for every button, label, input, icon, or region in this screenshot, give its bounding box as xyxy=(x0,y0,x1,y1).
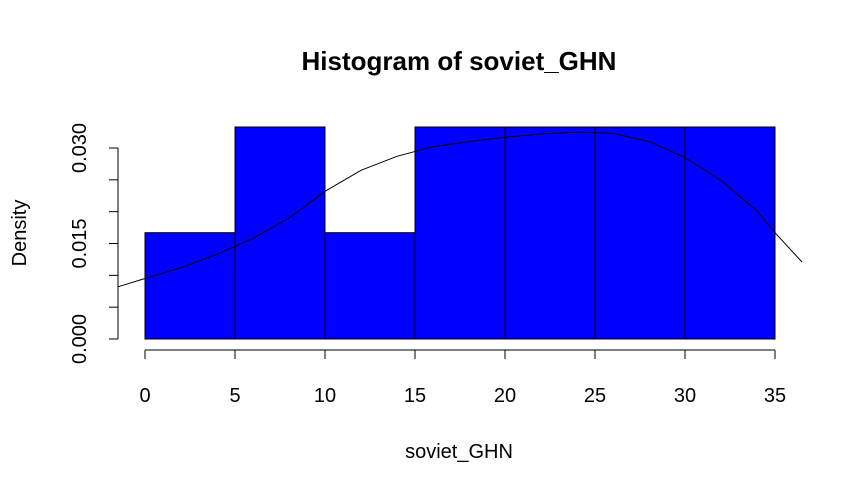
x-tick-label: 20 xyxy=(494,385,516,407)
histogram-bar xyxy=(234,126,326,340)
x-axis: 0 5 10 15 20 25 30 35 xyxy=(139,349,786,407)
y-axis: 0.000 0.015 0.030 xyxy=(69,123,119,364)
y-axis-label: Density xyxy=(9,200,31,267)
x-tick-label: 35 xyxy=(764,385,786,407)
x-tick-label: 15 xyxy=(404,385,426,407)
histogram-bar xyxy=(594,126,686,340)
x-tick-label: 10 xyxy=(314,385,336,407)
histogram-bars xyxy=(144,126,776,340)
chart-title: Histogram of soviet_GHN xyxy=(302,46,617,76)
histogram-bar xyxy=(504,126,596,340)
density-curve-layer xyxy=(117,131,803,288)
density-curve xyxy=(117,131,803,288)
histogram-bar xyxy=(414,126,506,340)
y-tick-label: 0.015 xyxy=(69,218,91,268)
x-tick-label: 5 xyxy=(229,385,240,407)
histogram-bar xyxy=(684,126,776,340)
histogram-bar xyxy=(324,232,416,340)
histogram-bar xyxy=(144,232,236,340)
y-tick-label: 0.000 xyxy=(69,314,91,364)
x-tick-label: 25 xyxy=(584,385,606,407)
x-axis-label: soviet_GHN xyxy=(405,441,513,463)
y-tick-label: 0.030 xyxy=(69,123,91,173)
x-tick-label: 0 xyxy=(139,385,150,407)
x-tick-label: 30 xyxy=(674,385,696,407)
